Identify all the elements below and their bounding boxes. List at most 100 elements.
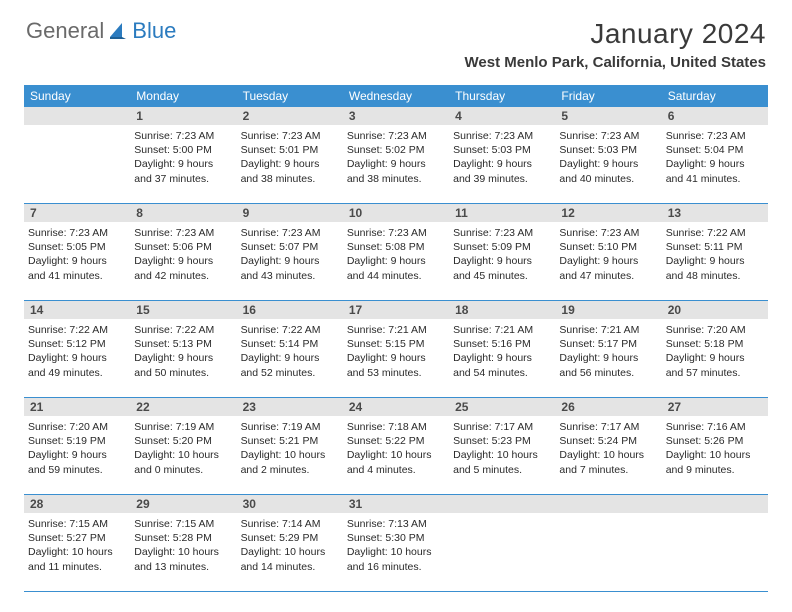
- sunset-line: Sunset: 5:14 PM: [241, 337, 339, 351]
- daynum-14: 14: [24, 301, 130, 319]
- day-info: Sunrise: 7:15 AMSunset: 5:27 PMDaylight:…: [28, 515, 126, 574]
- day-cell-22: Sunrise: 7:19 AMSunset: 5:20 PMDaylight:…: [130, 416, 236, 494]
- sunrise-line: Sunrise: 7:18 AM: [347, 420, 445, 434]
- daynum-19: 19: [555, 301, 661, 319]
- daylight-line: Daylight: 9 hours and 40 minutes.: [559, 157, 657, 185]
- sunrise-line: Sunrise: 7:22 AM: [134, 323, 232, 337]
- sunset-line: Sunset: 5:19 PM: [28, 434, 126, 448]
- daynum-29: 29: [130, 495, 236, 513]
- day-cell-empty: [449, 513, 555, 591]
- day-cell-17: Sunrise: 7:21 AMSunset: 5:15 PMDaylight:…: [343, 319, 449, 397]
- daynum-2: 2: [237, 107, 343, 125]
- daylight-line: Daylight: 10 hours and 9 minutes.: [666, 448, 764, 476]
- day-cell-11: Sunrise: 7:23 AMSunset: 5:09 PMDaylight:…: [449, 222, 555, 300]
- daynum-empty: [449, 495, 555, 513]
- daylight-line: Daylight: 9 hours and 42 minutes.: [134, 254, 232, 282]
- sunset-line: Sunset: 5:24 PM: [559, 434, 657, 448]
- day-info: Sunrise: 7:16 AMSunset: 5:26 PMDaylight:…: [666, 418, 764, 477]
- daylight-line: Daylight: 10 hours and 7 minutes.: [559, 448, 657, 476]
- day-info: Sunrise: 7:22 AMSunset: 5:14 PMDaylight:…: [241, 321, 339, 380]
- sunset-line: Sunset: 5:20 PM: [134, 434, 232, 448]
- sunrise-line: Sunrise: 7:20 AM: [28, 420, 126, 434]
- sunrise-line: Sunrise: 7:14 AM: [241, 517, 339, 531]
- sunrise-line: Sunrise: 7:13 AM: [347, 517, 445, 531]
- sunrise-line: Sunrise: 7:21 AM: [453, 323, 551, 337]
- day-cell-empty: [24, 125, 130, 203]
- day-info: Sunrise: 7:23 AMSunset: 5:02 PMDaylight:…: [347, 127, 445, 186]
- daynum-6: 6: [662, 107, 768, 125]
- daynum-30: 30: [237, 495, 343, 513]
- dow-saturday: Saturday: [662, 85, 768, 107]
- week-row: Sunrise: 7:15 AMSunset: 5:27 PMDaylight:…: [24, 513, 768, 592]
- daynum-25: 25: [449, 398, 555, 416]
- day-cell-23: Sunrise: 7:19 AMSunset: 5:21 PMDaylight:…: [237, 416, 343, 494]
- day-cell-9: Sunrise: 7:23 AMSunset: 5:07 PMDaylight:…: [237, 222, 343, 300]
- day-cell-21: Sunrise: 7:20 AMSunset: 5:19 PMDaylight:…: [24, 416, 130, 494]
- sunset-line: Sunset: 5:09 PM: [453, 240, 551, 254]
- daynum-empty: [24, 107, 130, 125]
- day-info: Sunrise: 7:13 AMSunset: 5:30 PMDaylight:…: [347, 515, 445, 574]
- logo: General Blue: [26, 18, 176, 44]
- day-cell-31: Sunrise: 7:13 AMSunset: 5:30 PMDaylight:…: [343, 513, 449, 591]
- daylight-line: Daylight: 9 hours and 57 minutes.: [666, 351, 764, 379]
- day-info: Sunrise: 7:15 AMSunset: 5:28 PMDaylight:…: [134, 515, 232, 574]
- daylight-line: Daylight: 9 hours and 45 minutes.: [453, 254, 551, 282]
- day-info: Sunrise: 7:18 AMSunset: 5:22 PMDaylight:…: [347, 418, 445, 477]
- daynum-4: 4: [449, 107, 555, 125]
- daylight-line: Daylight: 9 hours and 39 minutes.: [453, 157, 551, 185]
- sunrise-line: Sunrise: 7:23 AM: [134, 129, 232, 143]
- day-cell-19: Sunrise: 7:21 AMSunset: 5:17 PMDaylight:…: [555, 319, 661, 397]
- daynum-row: 14151617181920: [24, 301, 768, 319]
- week-row: Sunrise: 7:22 AMSunset: 5:12 PMDaylight:…: [24, 319, 768, 398]
- sunset-line: Sunset: 5:21 PM: [241, 434, 339, 448]
- daynum-28: 28: [24, 495, 130, 513]
- daylight-line: Daylight: 10 hours and 4 minutes.: [347, 448, 445, 476]
- day-info: Sunrise: 7:23 AMSunset: 5:07 PMDaylight:…: [241, 224, 339, 283]
- day-info: Sunrise: 7:19 AMSunset: 5:21 PMDaylight:…: [241, 418, 339, 477]
- daylight-line: Daylight: 9 hours and 53 minutes.: [347, 351, 445, 379]
- day-cell-8: Sunrise: 7:23 AMSunset: 5:06 PMDaylight:…: [130, 222, 236, 300]
- sunset-line: Sunset: 5:15 PM: [347, 337, 445, 351]
- daynum-8: 8: [130, 204, 236, 222]
- sunset-line: Sunset: 5:22 PM: [347, 434, 445, 448]
- week-row: Sunrise: 7:23 AMSunset: 5:05 PMDaylight:…: [24, 222, 768, 301]
- daynum-31: 31: [343, 495, 449, 513]
- sunset-line: Sunset: 5:29 PM: [241, 531, 339, 545]
- sunrise-line: Sunrise: 7:19 AM: [241, 420, 339, 434]
- sunrise-line: Sunrise: 7:20 AM: [666, 323, 764, 337]
- daylight-line: Daylight: 9 hours and 38 minutes.: [241, 157, 339, 185]
- daylight-line: Daylight: 9 hours and 56 minutes.: [559, 351, 657, 379]
- daynum-11: 11: [449, 204, 555, 222]
- sunrise-line: Sunrise: 7:15 AM: [134, 517, 232, 531]
- sunset-line: Sunset: 5:23 PM: [453, 434, 551, 448]
- sunset-line: Sunset: 5:03 PM: [453, 143, 551, 157]
- day-cell-18: Sunrise: 7:21 AMSunset: 5:16 PMDaylight:…: [449, 319, 555, 397]
- dow-monday: Monday: [130, 85, 236, 107]
- daynum-27: 27: [662, 398, 768, 416]
- location: West Menlo Park, California, United Stat…: [465, 54, 766, 71]
- sunrise-line: Sunrise: 7:23 AM: [347, 226, 445, 240]
- day-info: Sunrise: 7:22 AMSunset: 5:11 PMDaylight:…: [666, 224, 764, 283]
- sunset-line: Sunset: 5:18 PM: [666, 337, 764, 351]
- sunset-line: Sunset: 5:00 PM: [134, 143, 232, 157]
- sunrise-line: Sunrise: 7:15 AM: [28, 517, 126, 531]
- sunset-line: Sunset: 5:02 PM: [347, 143, 445, 157]
- day-cell-4: Sunrise: 7:23 AMSunset: 5:03 PMDaylight:…: [449, 125, 555, 203]
- calendar: SundayMondayTuesdayWednesdayThursdayFrid…: [24, 85, 768, 592]
- sunset-line: Sunset: 5:01 PM: [241, 143, 339, 157]
- dow-tuesday: Tuesday: [237, 85, 343, 107]
- sunset-line: Sunset: 5:07 PM: [241, 240, 339, 254]
- day-cell-6: Sunrise: 7:23 AMSunset: 5:04 PMDaylight:…: [662, 125, 768, 203]
- daynum-18: 18: [449, 301, 555, 319]
- sunrise-line: Sunrise: 7:23 AM: [453, 129, 551, 143]
- day-cell-3: Sunrise: 7:23 AMSunset: 5:02 PMDaylight:…: [343, 125, 449, 203]
- sunset-line: Sunset: 5:28 PM: [134, 531, 232, 545]
- logo-text-2: Blue: [132, 18, 176, 44]
- daynum-12: 12: [555, 204, 661, 222]
- daylight-line: Daylight: 10 hours and 11 minutes.: [28, 545, 126, 573]
- sunrise-line: Sunrise: 7:23 AM: [28, 226, 126, 240]
- day-info: Sunrise: 7:23 AMSunset: 5:10 PMDaylight:…: [559, 224, 657, 283]
- sunrise-line: Sunrise: 7:22 AM: [28, 323, 126, 337]
- daynum-22: 22: [130, 398, 236, 416]
- sunrise-line: Sunrise: 7:23 AM: [559, 129, 657, 143]
